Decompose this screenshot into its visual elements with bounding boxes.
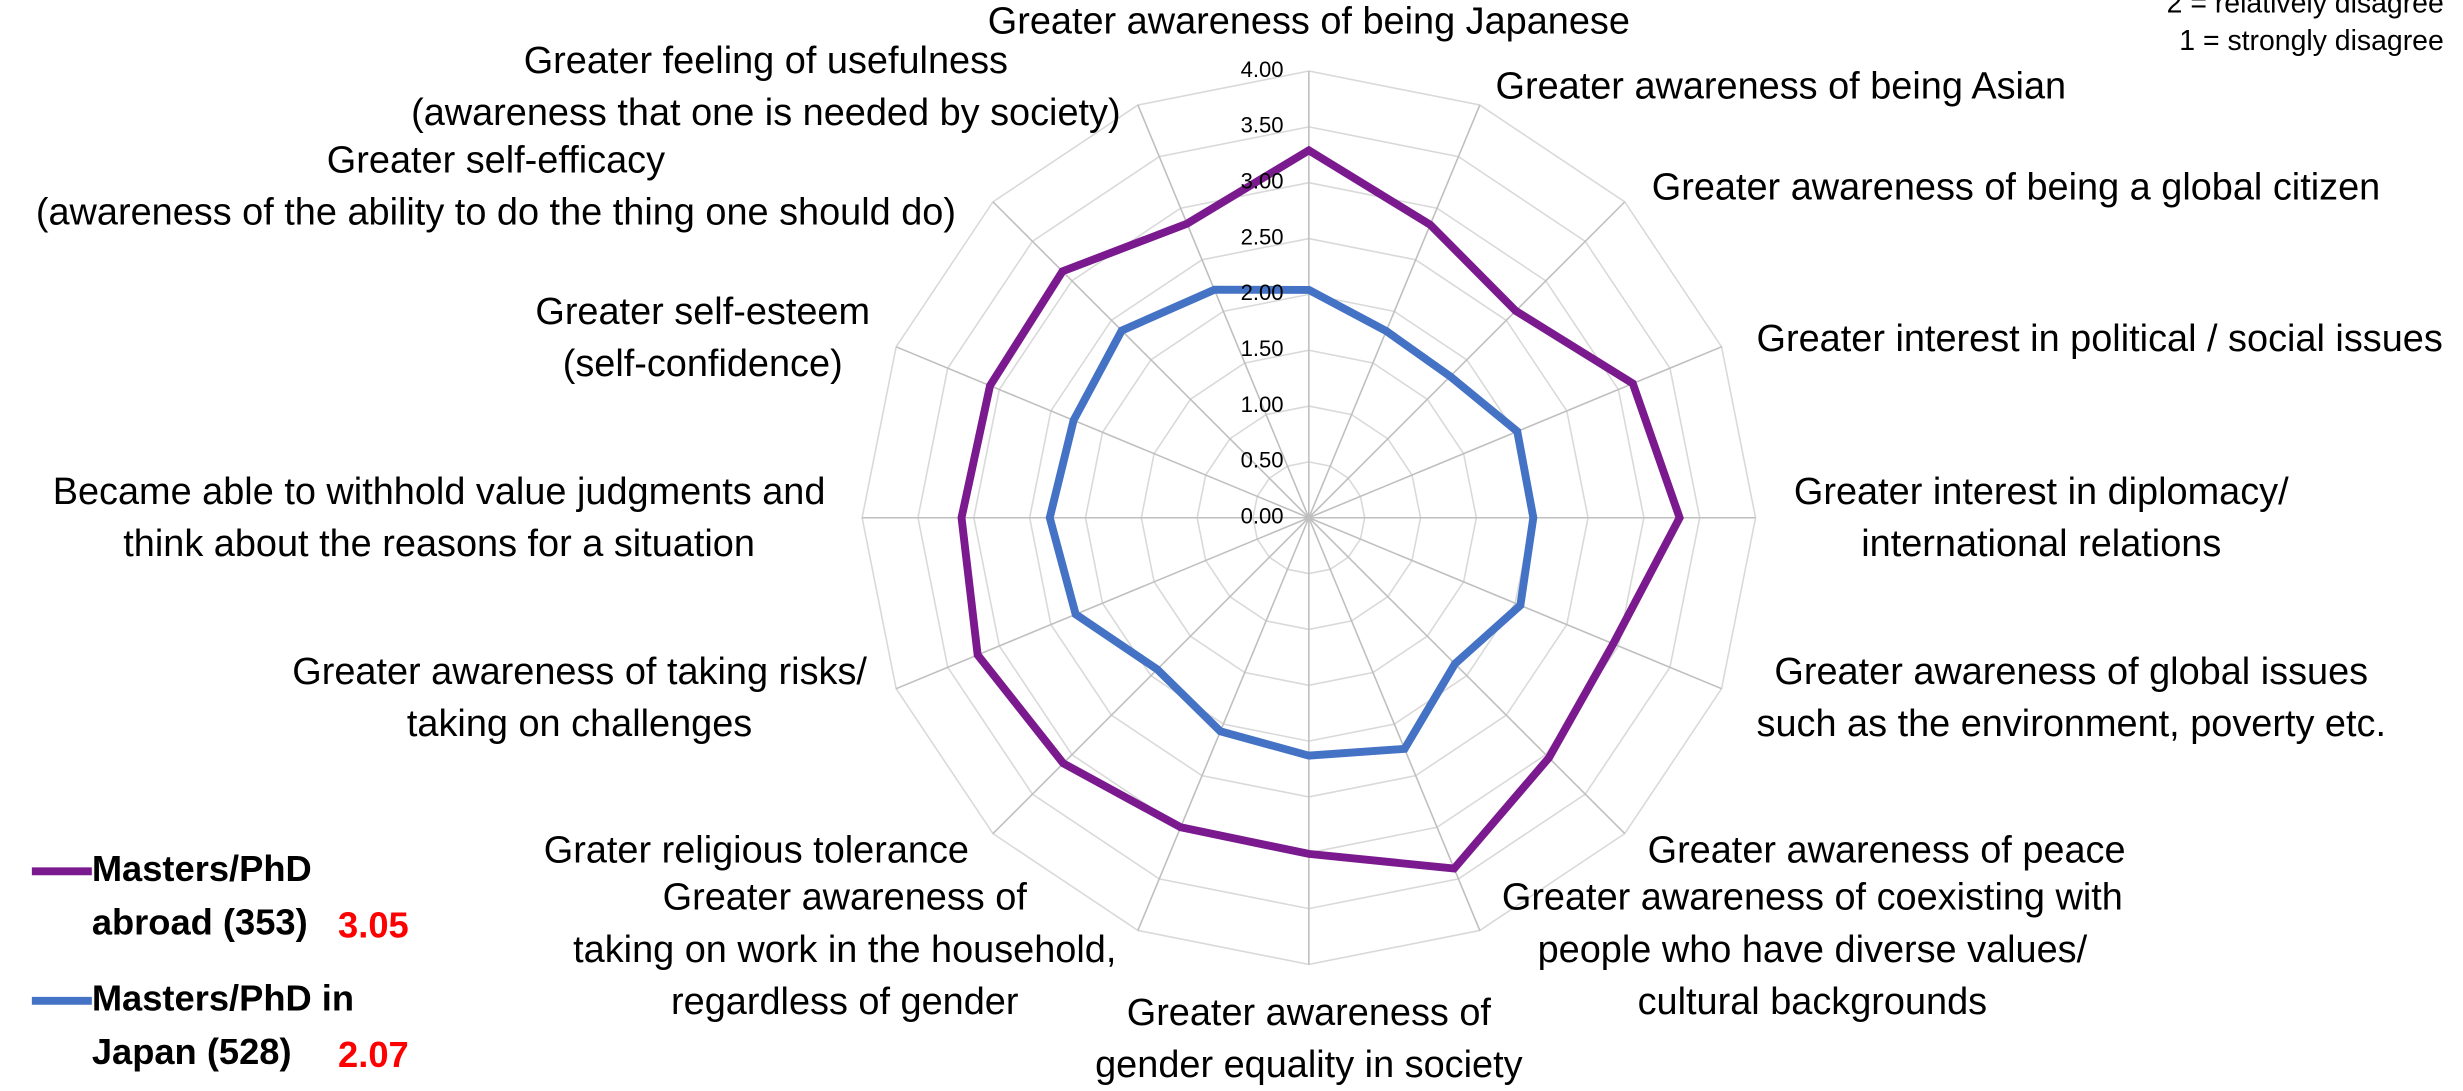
legend-average: 2.07 — [338, 1034, 409, 1075]
r-tick-label: 2.50 — [1241, 224, 1284, 249]
axis-spoke — [1308, 517, 1481, 931]
category-label: Greater awareness of — [663, 877, 1028, 919]
category-label: people who have diverse values/ — [1538, 929, 2088, 971]
category-label: (awareness that one is needed by society… — [411, 92, 1121, 134]
axis-spoke — [895, 346, 1310, 519]
category-label: Greater awareness of being a global citi… — [1652, 166, 2380, 208]
category-label: Grater religious tolerance — [544, 829, 969, 871]
category-label: international relations — [1861, 523, 2221, 565]
axis-spoke — [1137, 104, 1310, 519]
category-label: Greater awareness of — [1127, 992, 1492, 1034]
axis-spoke — [1308, 517, 1722, 690]
category-label: regardless of gender — [671, 981, 1018, 1023]
category-label: taking on challenges — [407, 703, 752, 745]
r-tick-label: 0.00 — [1241, 504, 1284, 529]
category-label: taking on work in the household, — [573, 929, 1116, 971]
r-tick-label: 3.00 — [1241, 169, 1284, 194]
category-label: Greater awareness of global issues — [1774, 651, 2368, 693]
axis-spoke — [992, 201, 1310, 519]
note: 1 = strongly disagree — [2179, 25, 2444, 57]
r-tick-label: 1.50 — [1241, 336, 1284, 361]
note: 2 = relatively disagree — [2167, 0, 2444, 19]
legend-average: 3.05 — [338, 905, 409, 946]
series-line — [957, 145, 1684, 873]
r-tick-label: 1.00 — [1241, 392, 1284, 417]
category-label: Greater feeling of usefulness — [524, 40, 1008, 82]
category-label: such as the environment, poverty etc. — [1757, 703, 2386, 745]
category-label: Became able to withhold value judgments … — [53, 471, 826, 513]
category-label: gender equality in society — [1095, 1044, 1522, 1086]
legend-label: Masters/PhD in — [92, 977, 354, 1018]
category-label: Greater interest in political / social i… — [1757, 318, 2443, 360]
axis-spoke — [1308, 104, 1481, 519]
r-tick-label: 4.00 — [1241, 57, 1284, 82]
axis-spoke — [1137, 517, 1310, 931]
category-label: Greater awareness of taking risks/ — [292, 651, 867, 693]
series-line — [1045, 285, 1538, 760]
category-label: Greater awareness of coexisting with — [1502, 877, 2123, 919]
legend-label: abroad (353) — [92, 902, 308, 943]
legend-label: Masters/PhD — [92, 848, 312, 889]
category-label: Greater interest in diplomacy/ — [1794, 471, 2289, 513]
axis-spoke — [1308, 201, 1626, 519]
category-label: Greater awareness of being Japanese — [988, 1, 1630, 43]
category-label: think about the reasons for a situation — [123, 523, 755, 565]
axis-spoke — [1308, 517, 1626, 835]
category-label: Greater awareness of being Asian — [1496, 65, 2067, 107]
r-tick-label: 0.50 — [1241, 448, 1284, 473]
category-label: Greater self-efficacy — [327, 140, 665, 182]
category-label: cultural backgrounds — [1638, 981, 1988, 1023]
category-label: Greater self-esteem — [535, 291, 870, 333]
category-label: Greater awareness of peace — [1648, 829, 2126, 871]
r-tick-label: 2.00 — [1241, 280, 1284, 305]
category-label: (awareness of the ability to do the thin… — [36, 192, 956, 234]
r-tick-label: 3.50 — [1241, 113, 1284, 138]
axis-spoke — [895, 517, 1310, 690]
axis-spoke — [992, 517, 1310, 835]
category-label: (self-confidence) — [563, 343, 843, 385]
legend-label: Japan (528) — [92, 1031, 292, 1072]
